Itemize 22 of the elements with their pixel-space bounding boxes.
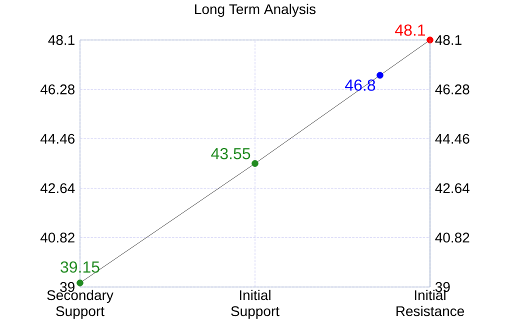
y-tick-label: 40.82 [40,232,74,243]
y-tick-label: 39 [60,282,74,292]
x-tick-label: Initial Support [231,290,280,319]
x-tick-label: Secondary Support [47,290,114,319]
y-tick-label: 44.46 [40,134,75,144]
chart-title: Long Term Analysis [195,4,316,17]
data-label: 43.55 [211,148,250,160]
y2-tick-label: 40.82 [435,232,470,243]
y2-tick-label: 42.64 [435,183,470,194]
point [426,36,434,44]
point [376,72,384,79]
y2-tick-label: 44.46 [435,134,470,144]
data-label: 48.1 [395,24,426,36]
point [252,160,258,167]
y2-tick-label: 39 [435,282,450,292]
y-tick-label: 48.1 [48,35,74,45]
y2-tick-label: 48.1 [435,35,462,45]
y2-tick-label: 46.28 [435,84,470,94]
data-label: 39.15 [60,261,100,273]
y-tick-label: 46.28 [40,84,75,94]
point [76,280,84,286]
y-tick-label: 42.64 [40,183,75,194]
